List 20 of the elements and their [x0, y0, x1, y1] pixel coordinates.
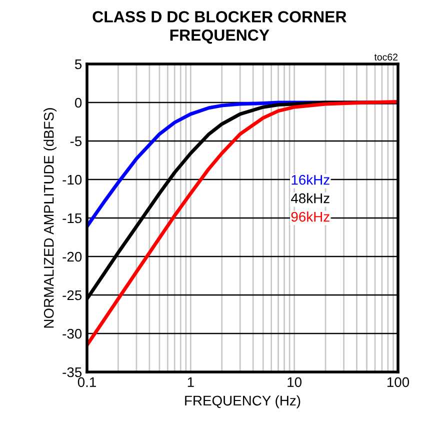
- y-tick-label: 5: [74, 59, 82, 70]
- y-tick-label: -20: [62, 252, 82, 262]
- text: toc62: [374, 54, 398, 61]
- y-tick-label: -30: [62, 328, 82, 339]
- text: 48kHz: [291, 193, 330, 204]
- y-tick-label: -5: [70, 136, 82, 146]
- y-tick-label: -15: [62, 213, 82, 224]
- x-tick-label: 1: [188, 377, 194, 387]
- y-tick-label: 0: [74, 98, 82, 108]
- x-axis-title: FREQUENCY (Hz): [185, 395, 300, 408]
- text: 96kHz: [291, 212, 330, 222]
- x-tick-label: 0.1: [78, 377, 96, 388]
- y-axis-title: NORMALIZED AMPLITUDE (dBFS): [44, 108, 57, 328]
- y-tick-label: -25: [62, 290, 82, 300]
- y-tick-label: -35: [62, 367, 82, 378]
- x-tick-label: 100: [387, 377, 410, 388]
- y-tick-label: -10: [62, 174, 82, 185]
- x-tick-label: 10: [288, 377, 302, 388]
- text: 16kHz: [292, 174, 330, 185]
- chart-title: CLASS D DC BLOCKER CORNER FREQUENCY: [92, 11, 346, 44]
